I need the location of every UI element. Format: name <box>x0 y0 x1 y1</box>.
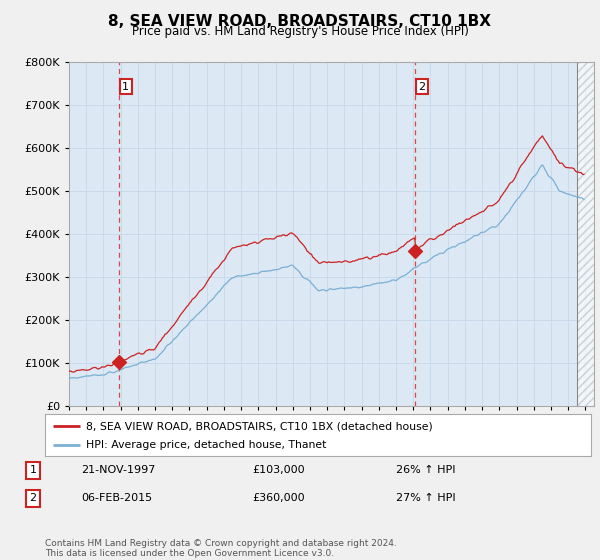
Bar <box>577 62 594 406</box>
Text: 1: 1 <box>122 82 129 92</box>
Text: 06-FEB-2015: 06-FEB-2015 <box>81 493 152 503</box>
Text: 2: 2 <box>29 493 37 503</box>
Text: HPI: Average price, detached house, Thanet: HPI: Average price, detached house, Than… <box>86 441 326 450</box>
Text: £103,000: £103,000 <box>252 465 305 475</box>
Text: Price paid vs. HM Land Registry's House Price Index (HPI): Price paid vs. HM Land Registry's House … <box>131 25 469 38</box>
Bar <box>577 62 594 406</box>
Text: 8, SEA VIEW ROAD, BROADSTAIRS, CT10 1BX (detached house): 8, SEA VIEW ROAD, BROADSTAIRS, CT10 1BX … <box>86 421 433 431</box>
Point <box>114 357 124 366</box>
Text: £360,000: £360,000 <box>252 493 305 503</box>
Text: 2: 2 <box>418 82 425 92</box>
Text: 21-NOV-1997: 21-NOV-1997 <box>81 465 155 475</box>
Text: 8, SEA VIEW ROAD, BROADSTAIRS, CT10 1BX: 8, SEA VIEW ROAD, BROADSTAIRS, CT10 1BX <box>109 14 491 29</box>
Point <box>410 246 420 255</box>
Text: Contains HM Land Registry data © Crown copyright and database right 2024.
This d: Contains HM Land Registry data © Crown c… <box>45 539 397 558</box>
Text: 27% ↑ HPI: 27% ↑ HPI <box>396 493 455 503</box>
Text: 1: 1 <box>29 465 37 475</box>
Text: 26% ↑ HPI: 26% ↑ HPI <box>396 465 455 475</box>
